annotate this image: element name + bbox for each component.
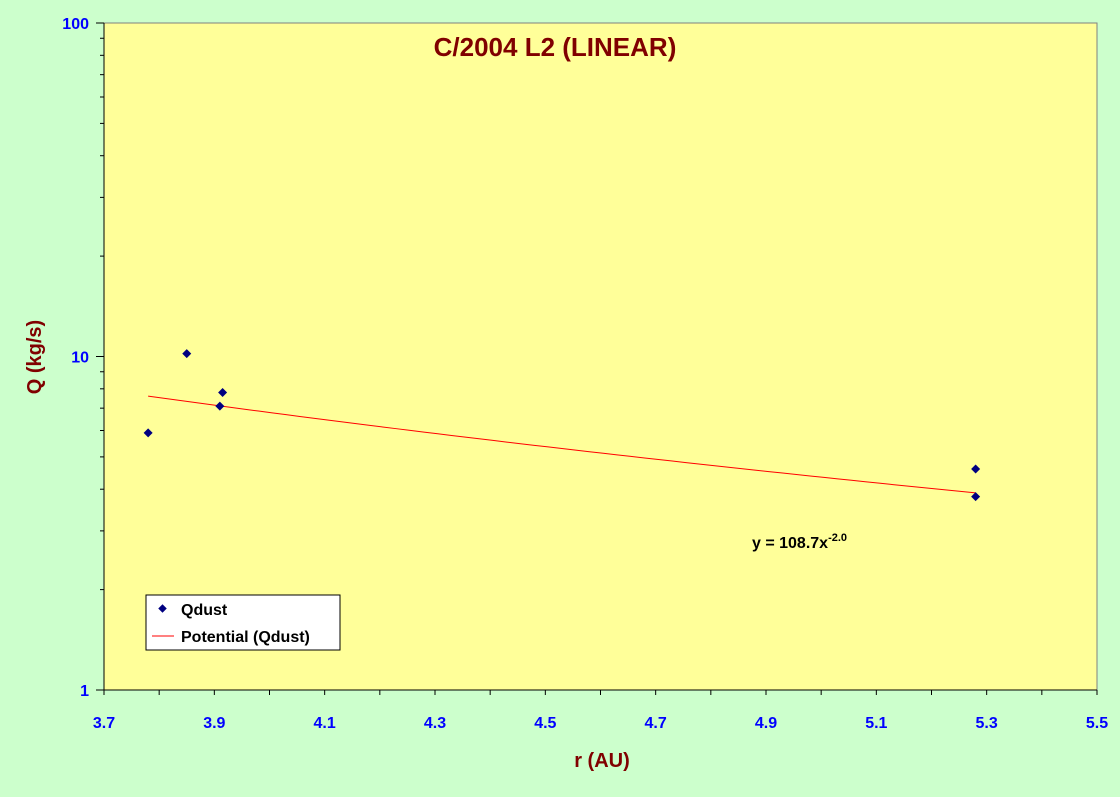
x-tick-label: 4.5 <box>534 715 556 732</box>
y-tick-label: 1 <box>80 683 89 700</box>
data-point-qdust <box>218 387 228 397</box>
chart-title: C/2004 L2 (LINEAR) <box>434 32 677 62</box>
trendline-layer <box>148 395 976 494</box>
data-point-qdust <box>143 428 153 438</box>
plot-area <box>103 22 1098 691</box>
legend-box <box>145 594 341 651</box>
x-tick-label: 5.5 <box>1086 715 1108 732</box>
trendline-equation-exponent: -2.0 <box>828 532 847 544</box>
data-point-qdust <box>215 401 225 411</box>
trendline-equation-base: y = 108.7x <box>752 535 828 552</box>
x-tick-label: 4.7 <box>645 715 667 732</box>
x-tick-label: 4.3 <box>424 715 446 732</box>
y-axis: 1 10 100 <box>62 16 105 700</box>
y-axis-label: Q (kg/s) <box>24 320 46 394</box>
y-tick-label: 100 <box>62 16 89 33</box>
data-point-qdust <box>182 349 192 359</box>
x-axis: 3.7 3.9 4.1 4.3 4.5 4.7 4.9 5.1 5.3 5.5 <box>93 689 1108 732</box>
trendline-potential-qdust <box>148 395 976 494</box>
x-tick-label: 5.3 <box>976 715 998 732</box>
x-tick-label: 3.7 <box>93 715 115 732</box>
x-tick-label: 4.1 <box>314 715 336 732</box>
data-point-qdust <box>971 464 981 474</box>
trendline-equation: y = 108.7x-2.0 <box>752 532 847 552</box>
x-axis-label: r (AU) <box>574 750 630 772</box>
data-points-layer <box>143 349 981 502</box>
x-tick-label: 4.9 <box>755 715 777 732</box>
y-tick-label: 10 <box>71 350 89 367</box>
data-point-qdust <box>971 492 981 502</box>
legend-label-trendline: Potential (Qdust) <box>181 629 310 646</box>
x-tick-label: 5.1 <box>865 715 887 732</box>
legend-label-qdust: Qdust <box>181 602 228 619</box>
x-tick-label: 3.9 <box>203 715 225 732</box>
legend: Qdust Potential (Qdust) <box>145 594 341 651</box>
